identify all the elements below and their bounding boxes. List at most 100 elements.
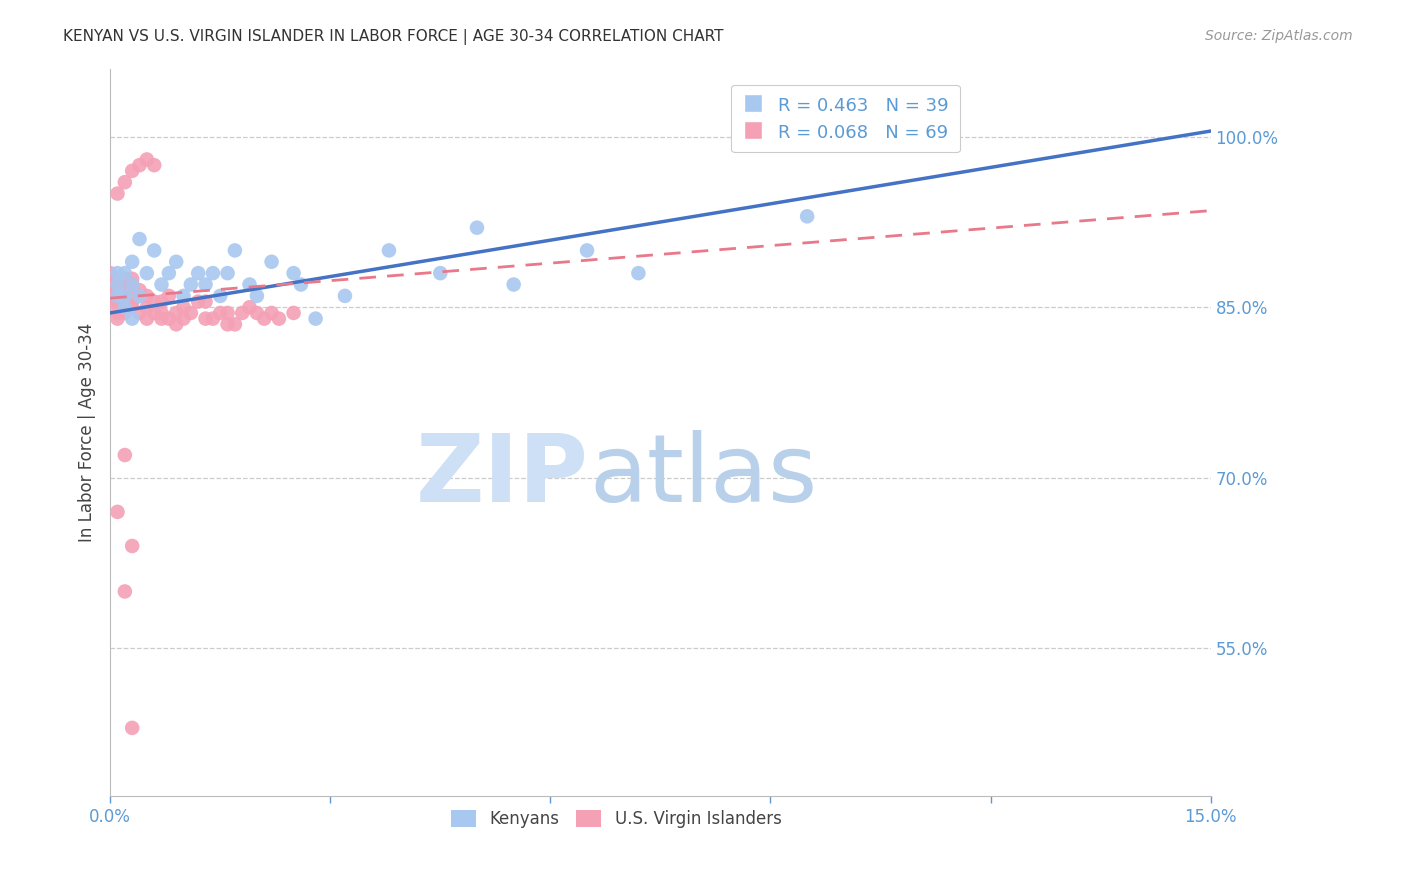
Point: [150, 306, 173, 320]
Point: [114, 283, 136, 297]
Point: [378, 244, 401, 258]
Point: [157, 311, 180, 326]
Point: [121, 311, 143, 326]
Point: [98, 294, 121, 309]
Point: [128, 283, 150, 297]
Point: [107, 289, 129, 303]
Point: [121, 277, 143, 292]
Point: [121, 539, 143, 553]
Point: [114, 272, 136, 286]
Point: [143, 294, 166, 309]
Point: [150, 277, 173, 292]
Point: [165, 318, 187, 332]
Point: [107, 272, 129, 286]
Point: [128, 158, 150, 172]
Point: [98, 272, 121, 286]
Point: [209, 306, 232, 320]
Point: [107, 277, 129, 292]
Point: [114, 448, 136, 462]
Point: [107, 186, 129, 201]
Point: [128, 232, 150, 246]
Point: [187, 294, 209, 309]
Point: [121, 721, 143, 735]
Point: [201, 311, 224, 326]
Point: [165, 306, 187, 320]
Point: [796, 209, 818, 223]
Point: [135, 266, 157, 280]
Point: [231, 306, 253, 320]
Point: [217, 266, 239, 280]
Point: [143, 158, 166, 172]
Text: atlas: atlas: [589, 430, 817, 522]
Point: [187, 266, 209, 280]
Text: Source: ZipAtlas.com: Source: ZipAtlas.com: [1205, 29, 1353, 43]
Point: [157, 266, 180, 280]
Point: [283, 266, 305, 280]
Point: [194, 311, 217, 326]
Text: ZIP: ZIP: [416, 430, 589, 522]
Point: [107, 505, 129, 519]
Point: [121, 164, 143, 178]
Point: [107, 294, 129, 309]
Point: [429, 266, 451, 280]
Text: KENYAN VS U.S. VIRGIN ISLANDER IN LABOR FORCE | AGE 30-34 CORRELATION CHART: KENYAN VS U.S. VIRGIN ISLANDER IN LABOR …: [63, 29, 724, 45]
Point: [114, 272, 136, 286]
Point: [114, 175, 136, 189]
Y-axis label: In Labor Force | Age 30-34: In Labor Force | Age 30-34: [79, 323, 96, 542]
Point: [576, 244, 599, 258]
Point: [135, 311, 157, 326]
Point: [173, 289, 195, 303]
Point: [128, 306, 150, 320]
Point: [135, 289, 157, 303]
Point: [260, 306, 283, 320]
Point: [128, 289, 150, 303]
Point: [121, 272, 143, 286]
Point: [98, 277, 121, 292]
Point: [283, 306, 305, 320]
Point: [114, 289, 136, 303]
Point: [290, 277, 312, 292]
Point: [128, 289, 150, 303]
Point: [246, 306, 269, 320]
Point: [107, 306, 129, 320]
Point: [194, 277, 217, 292]
Point: [465, 220, 488, 235]
Point: [267, 311, 290, 326]
Point: [304, 311, 326, 326]
Point: [107, 294, 129, 309]
Point: [143, 306, 166, 320]
Point: [107, 289, 129, 303]
Point: [238, 277, 260, 292]
Point: [224, 244, 246, 258]
Point: [114, 300, 136, 314]
Point: [98, 266, 121, 280]
Point: [107, 277, 129, 292]
Point: [217, 318, 239, 332]
Point: [194, 294, 217, 309]
Point: [627, 266, 650, 280]
Point: [114, 289, 136, 303]
Point: [121, 277, 143, 292]
Point: [173, 311, 195, 326]
Point: [238, 300, 260, 314]
Point: [121, 254, 143, 268]
Point: [150, 311, 173, 326]
Point: [180, 277, 202, 292]
Point: [260, 254, 283, 268]
Point: [121, 283, 143, 297]
Point: [107, 311, 129, 326]
Point: [217, 306, 239, 320]
Point: [246, 289, 269, 303]
Point: [150, 294, 173, 309]
Point: [121, 294, 143, 309]
Point: [224, 318, 246, 332]
Point: [121, 294, 143, 309]
Legend: Kenyans, U.S. Virgin Islanders: Kenyans, U.S. Virgin Islanders: [444, 804, 789, 835]
Point: [165, 254, 187, 268]
Point: [143, 244, 166, 258]
Point: [135, 153, 157, 167]
Point: [114, 266, 136, 280]
Point: [180, 306, 202, 320]
Point: [173, 300, 195, 314]
Point: [201, 266, 224, 280]
